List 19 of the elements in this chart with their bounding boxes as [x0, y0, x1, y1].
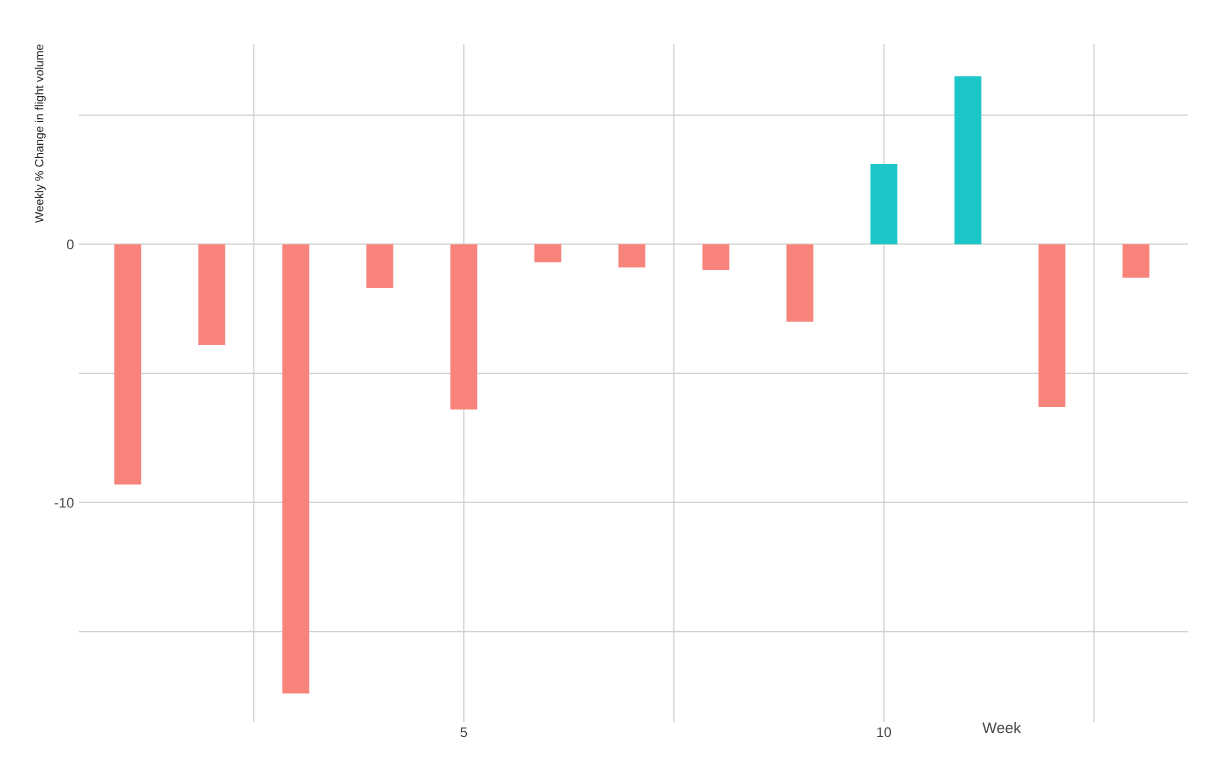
bar — [870, 164, 898, 245]
bar — [618, 244, 646, 268]
x-tick-label: 10 — [877, 727, 892, 738]
bar — [366, 244, 394, 289]
bar — [534, 244, 562, 263]
bar — [114, 244, 142, 485]
bar — [954, 76, 982, 245]
bar — [282, 244, 310, 694]
x-axis-title: Week — [982, 722, 1022, 734]
bar — [198, 244, 226, 345]
y-tick-label: -10 — [54, 497, 74, 508]
x-tick-label: 5 — [460, 727, 468, 738]
bar — [1038, 244, 1066, 407]
bar — [702, 244, 730, 270]
bar — [450, 244, 478, 410]
y-axis-title: Weekly % Change in flight volume — [34, 44, 46, 223]
y-tick-label: 0 — [66, 239, 74, 250]
bar — [786, 244, 814, 322]
bar — [1122, 244, 1150, 278]
